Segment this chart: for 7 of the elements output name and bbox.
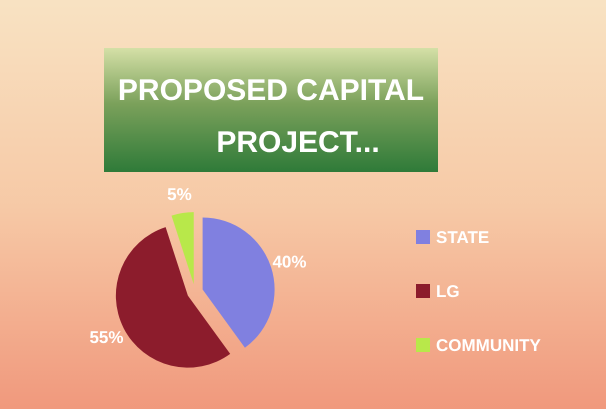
legend-label: LG: [436, 282, 460, 301]
chart-title: PROPOSED CAPITAL PROJECT...: [118, 74, 424, 159]
data-label: 55%: [89, 328, 124, 348]
data-label: 40%: [272, 252, 307, 272]
legend-label: STATE: [436, 228, 490, 247]
legend-label: COMMUNITY: [436, 336, 542, 355]
data-label: 5%: [167, 184, 192, 204]
